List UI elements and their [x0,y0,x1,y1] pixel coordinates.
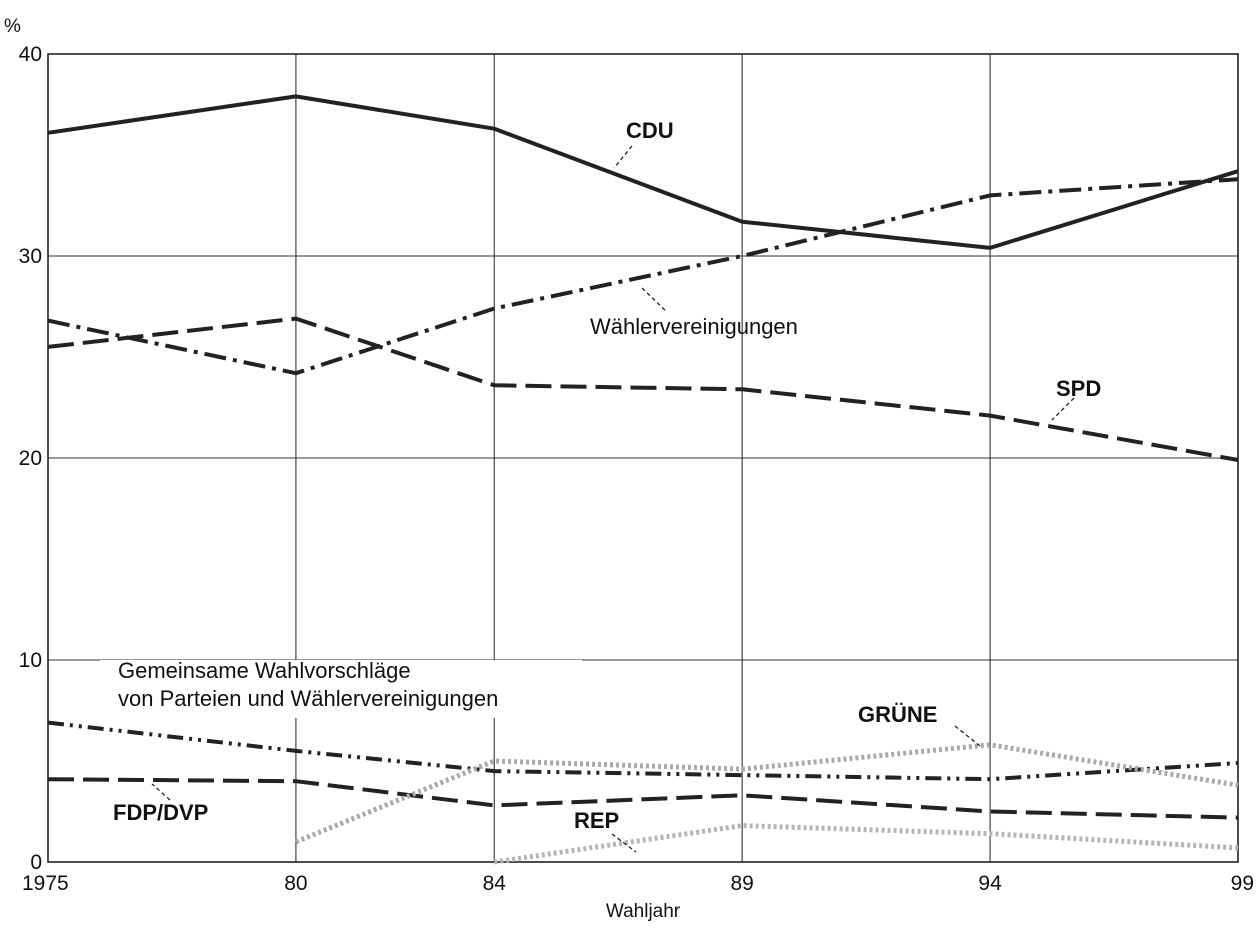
y-axis-label: % [4,16,21,37]
y-tick-label: 0 [30,851,42,874]
leader-fdp [151,783,171,801]
x-tick-label: 80 [284,872,307,895]
annotation-bg [100,660,582,718]
leader-cdu [613,145,633,169]
series-line-1 [47,177,1239,376]
x-tick-label: 89 [730,872,753,895]
label-spd: SPD [1056,376,1101,401]
leader-rep [611,833,637,853]
label-rep: REP [574,808,619,833]
x-axis-label: Wahljahr [606,901,681,922]
series-line-6 [493,823,1239,865]
y-tick-label: 40 [19,43,42,66]
x-tick-label: 94 [978,872,1002,895]
label-cdu: CDU [626,118,674,143]
series-line-2 [47,316,1239,462]
series-line-3 [47,720,1239,782]
label-gemeinsame-line2: von Parteien und Wählervereinigungen [118,686,498,711]
leader-gruene [954,725,981,747]
y-tick-label: 20 [19,447,42,470]
x-tick-label: 99 [1231,872,1254,895]
leader-spd [1051,397,1075,421]
series-line-0 [47,94,1239,250]
leader-waehlervereinigungen [641,287,668,313]
series-line-4 [47,777,1239,820]
y-tick-label: 30 [19,245,42,268]
label-gruene: GRÜNE [858,702,937,727]
x-tick-label: 84 [483,872,507,895]
label-gemeinsame-line1: Gemeinsame Wahlvorschläge [118,658,411,683]
x-tick-label: 1975 [22,872,69,895]
tick-labels: 0 10 20 30 40 1975 80 84 89 94 99 [19,43,1254,895]
grid [48,54,1238,862]
label-fdp-dvp: FDP/DVP [113,800,208,825]
series-line-5 [294,742,1239,845]
series-group [47,94,1239,865]
label-waehlervereinigungen: Wählervereinigungen [590,314,798,339]
leader-lines [151,145,1075,853]
y-tick-label: 10 [19,649,42,672]
